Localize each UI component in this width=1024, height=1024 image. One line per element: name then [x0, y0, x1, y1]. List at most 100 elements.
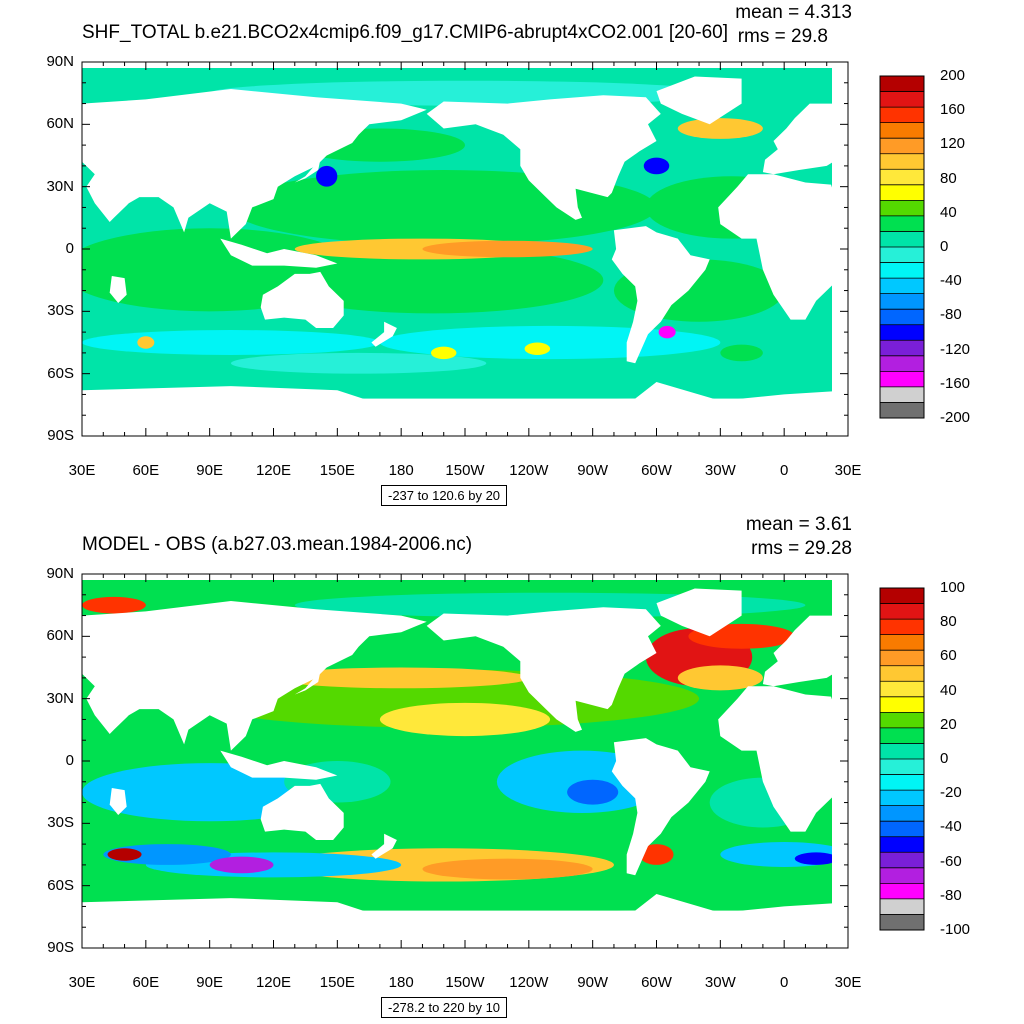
anomaly-region	[524, 342, 551, 355]
colorbar-label: -100	[940, 921, 971, 938]
colorbar-segment	[880, 278, 924, 295]
colorbar-segment	[880, 169, 924, 186]
x-tick-label: 180	[388, 462, 414, 479]
colorbar-segment	[880, 821, 924, 838]
anomaly-region	[209, 856, 274, 874]
colorbar-segment	[880, 774, 924, 791]
y-tick-label: 60N	[46, 115, 74, 133]
y-tick-label: 60S	[47, 876, 74, 894]
anomaly-region	[422, 858, 593, 880]
land-australia	[260, 271, 344, 328]
x-tick-label: 150E	[319, 974, 355, 991]
y-tick-label: 30S	[47, 302, 74, 320]
colorbar-label: -120	[940, 340, 971, 358]
colorbar-segment	[880, 603, 924, 620]
land-south-america	[611, 738, 710, 876]
colorbar-segment	[880, 122, 924, 139]
map-panel-model-minus-obs: MODEL - OBS (a.b27.03.mean.1984-2006.nc)…	[0, 512, 1024, 1024]
colorbar-segment	[880, 215, 924, 232]
colorbar-segment	[880, 805, 924, 822]
land-japan	[294, 159, 321, 183]
colorbar-segment	[880, 76, 924, 93]
land-indonesia	[220, 238, 338, 268]
colorbar-segment	[880, 790, 924, 807]
colorbar-label: 60	[940, 647, 957, 665]
colorbar-segment	[880, 355, 924, 372]
mean-value: mean = 4.313	[735, 2, 852, 23]
anomaly-region	[379, 702, 551, 737]
colorbar-segment	[880, 588, 924, 605]
colorbar-segment	[880, 914, 924, 931]
colorbar-segment	[880, 867, 924, 884]
y-tick-label: 90N	[46, 565, 74, 582]
colorbar-label: 40	[940, 203, 957, 221]
anomaly-region	[422, 240, 593, 258]
land-south-america	[611, 226, 710, 364]
colorbar-segment	[880, 231, 924, 248]
colorbar-segment	[880, 91, 924, 108]
anomaly-region	[316, 165, 338, 187]
mean-value: mean = 3.61	[745, 514, 852, 535]
colorbar-segment	[880, 619, 924, 636]
field-layer	[82, 68, 832, 402]
colorbar-segment	[880, 293, 924, 310]
anomaly-region	[273, 667, 529, 689]
anomaly-region	[103, 844, 231, 865]
x-tick-label: 120E	[255, 462, 292, 479]
colorbar-segment	[880, 386, 924, 403]
y-tick-label: 0	[65, 240, 74, 257]
colorbar-segment	[880, 650, 924, 667]
land-north-america	[426, 607, 661, 732]
field-layer	[82, 580, 832, 914]
contour-info-box: -278.2 to 220 by 10	[381, 997, 508, 1018]
x-tick-label: 30E	[834, 462, 862, 479]
colorbar-segment	[880, 665, 924, 682]
colorbar-segment	[880, 340, 924, 357]
x-tick-label: 150W	[445, 974, 485, 991]
anomaly-region	[677, 118, 763, 139]
colorbar-segment	[880, 371, 924, 388]
anomaly-region	[794, 852, 832, 865]
colorbar-frame	[879, 587, 925, 931]
x-tick-label: 60W	[641, 974, 672, 991]
x-tick-label: 120W	[509, 462, 549, 479]
map-panel-shf-total: SHF_TOTAL b.e21.BCO2x4cmip6.f09_g17.CMIP…	[46, 2, 971, 506]
x-tick-label: 120E	[255, 974, 292, 991]
land-greenland	[656, 76, 742, 125]
colorbar-segment	[880, 681, 924, 698]
land-antarctica	[82, 382, 832, 402]
y-tick-label: 0	[65, 752, 74, 769]
colorbar-label: 80	[940, 613, 957, 631]
colorbar-label: -200	[940, 409, 971, 426]
x-tick-label: 0	[779, 974, 789, 991]
land-australia	[260, 783, 344, 840]
colorbar-label: -80	[940, 306, 962, 324]
x-tick-label: 0	[779, 462, 789, 479]
colorbar-segment	[880, 634, 924, 651]
land-eurasia	[82, 601, 427, 751]
colorbar-label: 0	[940, 238, 949, 255]
x-tick-label: 150E	[319, 462, 355, 479]
colorbar-label: -80	[940, 886, 962, 904]
anomaly-region	[137, 336, 155, 349]
colorbar-segment	[880, 852, 924, 869]
anomaly-region	[720, 344, 763, 362]
x-tick-label: 120W	[509, 974, 549, 991]
colorbar-segment	[880, 107, 924, 124]
colorbar-label: 200	[940, 67, 966, 84]
y-tick-label: 90S	[47, 939, 74, 956]
colorbar-segment	[880, 324, 924, 341]
rms-value: rms = 29.28	[751, 538, 852, 559]
map-plot	[81, 61, 925, 437]
anomaly-region	[107, 848, 142, 861]
y-tick-label: 60N	[46, 627, 74, 645]
colorbar-frame	[879, 75, 925, 419]
anomaly-region	[82, 330, 380, 355]
x-tick-label: 60W	[641, 462, 672, 479]
x-tick-label: 90W	[577, 462, 609, 479]
rms-value: rms = 29.8	[737, 26, 828, 47]
y-tick-label: 60S	[47, 364, 74, 382]
x-tick-label: 90W	[577, 974, 609, 991]
colorbar-segment	[880, 743, 924, 760]
colorbar-label: 20	[940, 715, 957, 733]
